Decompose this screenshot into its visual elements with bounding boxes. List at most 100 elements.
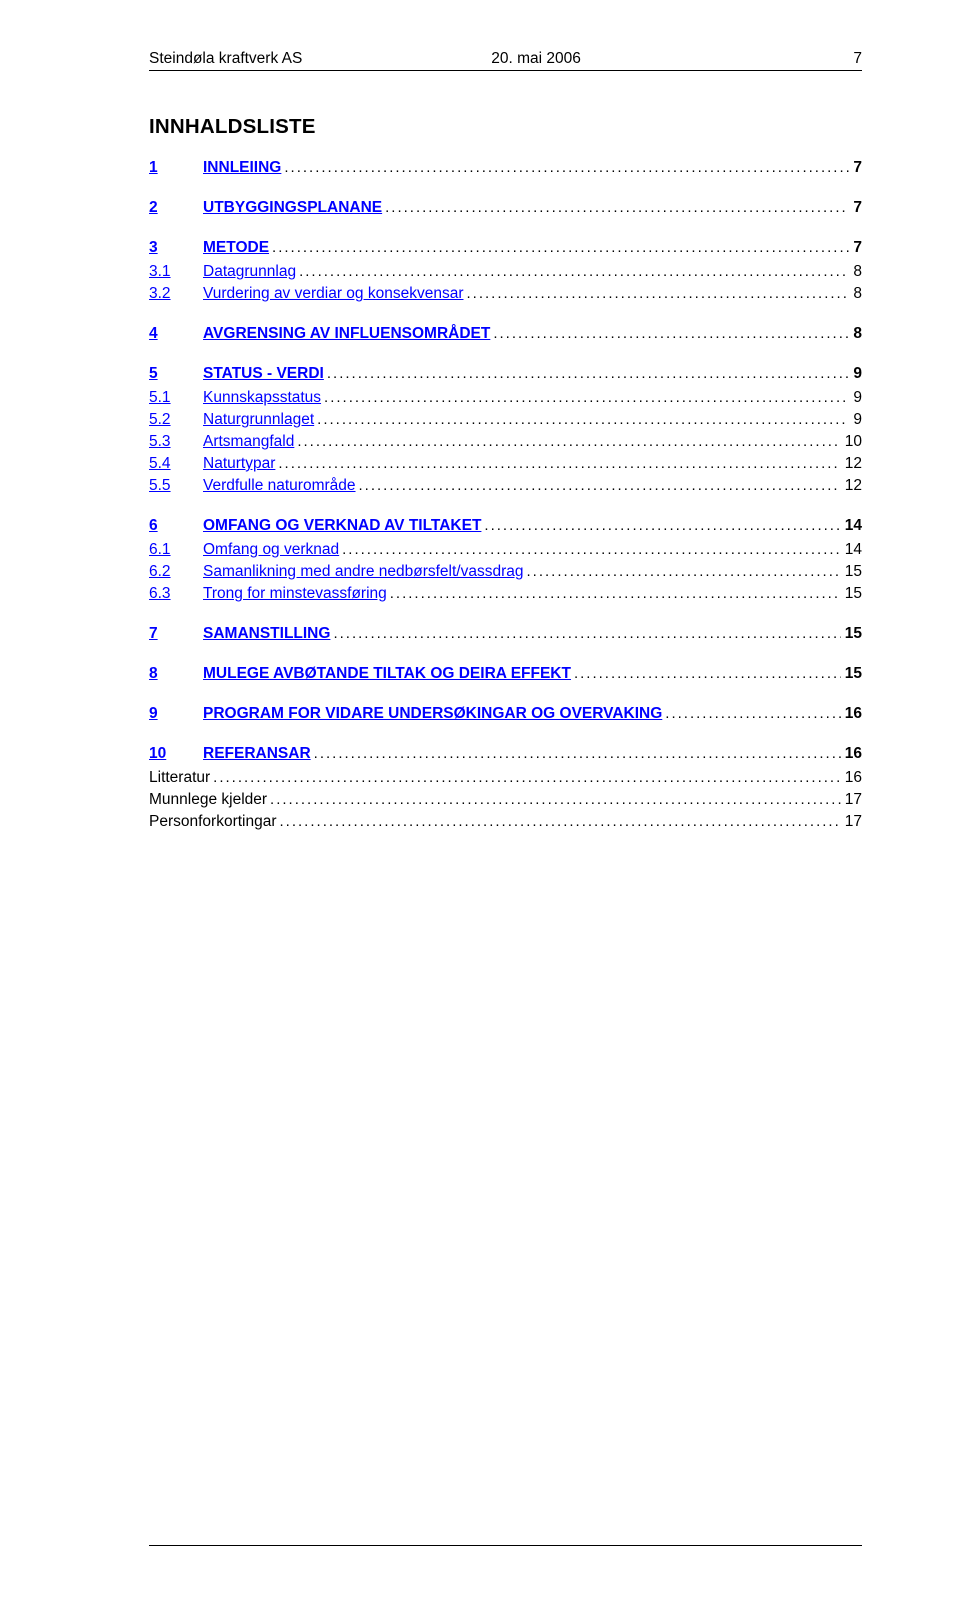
- toc-page-number[interactable]: 16: [841, 743, 862, 765]
- toc-page-number[interactable]: 9: [849, 363, 862, 385]
- toc-label[interactable]: Datagrunnlag: [203, 261, 296, 283]
- toc-label[interactable]: Naturtypar: [203, 453, 275, 475]
- toc-leader: ........................................…: [330, 623, 840, 644]
- toc-row: 10REFERANSAR............................…: [149, 743, 862, 765]
- toc-number[interactable]: 6.1: [149, 539, 203, 561]
- toc-leader: ........................................…: [571, 663, 841, 684]
- toc-number[interactable]: 5.5: [149, 475, 203, 497]
- toc-number[interactable]: 1: [149, 157, 203, 179]
- toc-row: 6.1Omfang og verknad....................…: [149, 539, 862, 561]
- toc-row: 3.2Vurdering av verdiar og konsekvensar.…: [149, 283, 862, 305]
- toc-label-wrap: Naturtypar..............................…: [203, 453, 841, 475]
- toc-row: 5STATUS - VERDI.........................…: [149, 363, 862, 385]
- toc-label[interactable]: Omfang og verknad: [203, 539, 339, 561]
- toc-label: Personforkortingar: [149, 811, 277, 833]
- toc-label[interactable]: Verdfulle naturområde: [203, 475, 356, 497]
- toc-label[interactable]: Trong for minstevassføring: [203, 583, 387, 605]
- toc-page-number[interactable]: 10: [841, 431, 862, 453]
- toc-label: Munnlege kjelder: [149, 789, 267, 811]
- toc-label[interactable]: SAMANSTILLING: [203, 623, 330, 645]
- toc-row: Litteratur..............................…: [149, 767, 862, 789]
- toc-row: 5.5Verdfulle naturområde................…: [149, 475, 862, 497]
- toc-row: 3METODE.................................…: [149, 237, 862, 259]
- toc-number[interactable]: 5.1: [149, 387, 203, 409]
- toc-page-number[interactable]: 8: [849, 261, 862, 283]
- toc-page-number[interactable]: 12: [841, 475, 862, 497]
- toc-leader: ........................................…: [382, 197, 849, 218]
- toc-page-number[interactable]: 9: [849, 387, 862, 409]
- toc-leader: ........................................…: [275, 453, 840, 474]
- toc-number[interactable]: 10: [149, 743, 203, 765]
- toc-label[interactable]: OMFANG OG VERKNAD AV TILTAKET: [203, 515, 481, 537]
- toc-label-wrap: Litteratur..............................…: [149, 767, 841, 789]
- header-left: Steindøla kraftverk AS: [149, 50, 491, 68]
- toc-number[interactable]: 7: [149, 623, 203, 645]
- toc-number[interactable]: 2: [149, 197, 203, 219]
- toc-label-wrap: Omfang og verknad.......................…: [203, 539, 841, 561]
- toc-number[interactable]: 4: [149, 323, 203, 345]
- toc-label[interactable]: Kunnskapsstatus: [203, 387, 321, 409]
- toc-page-number[interactable]: 14: [841, 539, 862, 561]
- toc-page-number[interactable]: 15: [841, 583, 862, 605]
- toc-page-number[interactable]: 7: [849, 157, 862, 179]
- toc-number[interactable]: 5.2: [149, 409, 203, 431]
- toc-row: 5.2Naturgrunnlaget......................…: [149, 409, 862, 431]
- toc-page-number[interactable]: 14: [841, 515, 862, 537]
- toc-page-number[interactable]: 8: [849, 283, 862, 305]
- toc-number[interactable]: 8: [149, 663, 203, 685]
- toc-label-wrap: PROGRAM FOR VIDARE UNDERSØKINGAR OG OVER…: [203, 703, 841, 725]
- toc-number[interactable]: 3.2: [149, 283, 203, 305]
- toc-label[interactable]: MULEGE AVBØTANDE TILTAK OG DEIRA EFFEKT: [203, 663, 571, 685]
- toc-page-number[interactable]: 12: [841, 453, 862, 475]
- toc-row: 2UTBYGGINGSPLANANE......................…: [149, 197, 862, 219]
- toc-page-number[interactable]: 15: [841, 663, 862, 685]
- toc-label[interactable]: PROGRAM FOR VIDARE UNDERSØKINGAR OG OVER…: [203, 703, 662, 725]
- toc-label[interactable]: AVGRENSING AV INFLUENSOMRÅDET: [203, 323, 490, 345]
- toc-label-wrap: UTBYGGINGSPLANANE.......................…: [203, 197, 849, 219]
- toc-label-wrap: Artsmangfald............................…: [203, 431, 841, 453]
- toc-label[interactable]: METODE: [203, 237, 269, 259]
- toc-label[interactable]: UTBYGGINGSPLANANE: [203, 197, 382, 219]
- toc-label[interactable]: INNLEIING: [203, 157, 281, 179]
- toc-leader: ........................................…: [314, 409, 849, 430]
- toc-page-number[interactable]: 7: [849, 237, 862, 259]
- toc-page-number[interactable]: 15: [841, 623, 862, 645]
- toc-leader: ........................................…: [481, 515, 840, 536]
- toc-number[interactable]: 9: [149, 703, 203, 725]
- toc-leader: ........................................…: [524, 561, 841, 582]
- toc-leader: ........................................…: [210, 767, 841, 788]
- toc-page-number[interactable]: 7: [849, 197, 862, 219]
- toc-page-number[interactable]: 16: [841, 703, 862, 725]
- toc-number[interactable]: 3: [149, 237, 203, 259]
- toc-row: 5.4Naturtypar...........................…: [149, 453, 862, 475]
- toc-label[interactable]: STATUS - VERDI: [203, 363, 324, 385]
- toc-page-number[interactable]: 9: [849, 409, 862, 431]
- toc-number[interactable]: 6: [149, 515, 203, 537]
- toc-label-wrap: Vurdering av verdiar og konsekvensar....…: [203, 283, 849, 305]
- toc-number[interactable]: 6.2: [149, 561, 203, 583]
- toc-page-number[interactable]: 15: [841, 561, 862, 583]
- toc-label[interactable]: Artsmangfald: [203, 431, 294, 453]
- toc-row: 5.1Kunnskapsstatus......................…: [149, 387, 862, 409]
- toc-leader: ........................................…: [311, 743, 841, 764]
- table-of-contents: 1INNLEIING..............................…: [149, 157, 862, 833]
- toc-row: 5.3Artsmangfald.........................…: [149, 431, 862, 453]
- toc-number[interactable]: 5.3: [149, 431, 203, 453]
- header-center: 20. mai 2006: [491, 50, 776, 68]
- toc-row: Personforkortingar......................…: [149, 811, 862, 833]
- toc-leader: ........................................…: [281, 157, 849, 178]
- toc-label[interactable]: Naturgrunnlaget: [203, 409, 314, 431]
- toc-label-wrap: Samanlikning med andre nedbørsfelt/vassd…: [203, 561, 841, 583]
- toc-label[interactable]: REFERANSAR: [203, 743, 311, 765]
- toc-number[interactable]: 3.1: [149, 261, 203, 283]
- toc-label[interactable]: Vurdering av verdiar og konsekvensar: [203, 283, 463, 305]
- toc-number[interactable]: 5.4: [149, 453, 203, 475]
- page-header: Steindøla kraftverk AS 20. mai 2006 7: [149, 50, 862, 71]
- toc-label[interactable]: Samanlikning med andre nedbørsfelt/vassd…: [203, 561, 524, 583]
- toc-leader: ........................................…: [294, 431, 840, 452]
- toc-row: 6.2Samanlikning med andre nedbørsfelt/va…: [149, 561, 862, 583]
- toc-label-wrap: Datagrunnlag............................…: [203, 261, 849, 283]
- toc-number[interactable]: 6.3: [149, 583, 203, 605]
- toc-page-number[interactable]: 8: [849, 323, 862, 345]
- toc-number[interactable]: 5: [149, 363, 203, 385]
